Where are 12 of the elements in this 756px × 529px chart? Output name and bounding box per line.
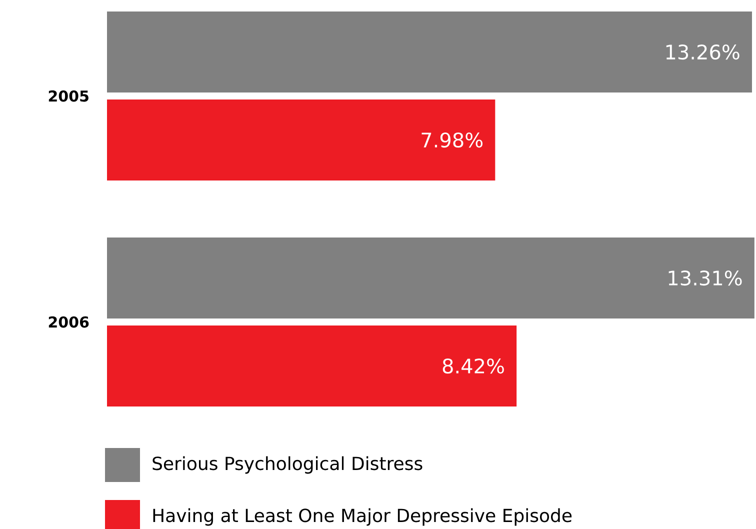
bar [107,326,517,407]
bar [107,100,496,181]
bar [107,12,752,93]
legend-label: Having at Least One Major Depressive Episode [153,508,572,526]
data-label: 7.98% [422,132,483,148]
bar [107,238,754,319]
data-label: 8.42% [442,358,504,374]
y-tick-label: 2006 [48,316,89,328]
legend-label: Serious Psychological Distress [152,456,422,474]
data-label: 13.26% [666,44,740,60]
y-tick-label: 2005 [48,90,88,102]
data-label: 13.31% [668,270,742,286]
